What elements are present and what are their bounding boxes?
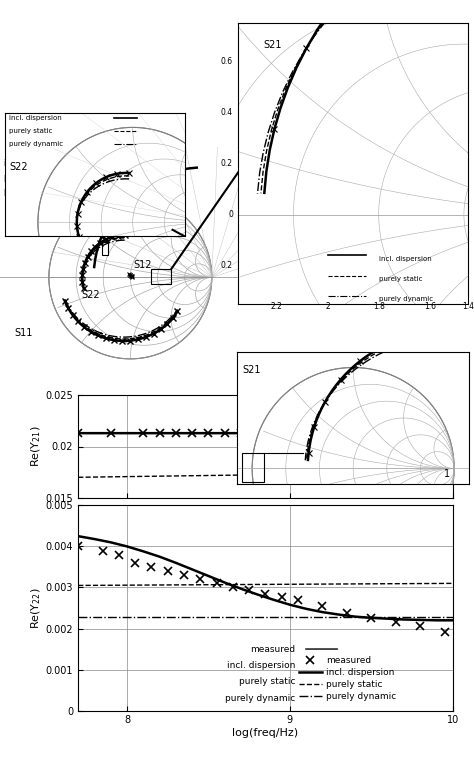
Text: S22: S22: [82, 290, 100, 299]
Bar: [102, 242, 109, 255]
Text: S21: S21: [264, 40, 282, 50]
Text: purely dynamic: purely dynamic: [379, 296, 433, 302]
Text: 1.8: 1.8: [373, 302, 384, 311]
Y-axis label: Re(Y$_{22}$): Re(Y$_{22}$): [29, 587, 43, 629]
Text: 2: 2: [325, 302, 330, 311]
Text: incl. dispersion: incl. dispersion: [9, 115, 62, 121]
Text: 0.6: 0.6: [221, 57, 233, 65]
Text: 0.2: 0.2: [221, 159, 233, 168]
Text: S22: S22: [9, 162, 28, 172]
Text: S12: S12: [134, 260, 152, 270]
Text: purely dynamic: purely dynamic: [9, 141, 64, 147]
Text: 1.4: 1.4: [462, 302, 474, 311]
Text: incl. dispersion: incl. dispersion: [379, 255, 431, 261]
Text: S11: S11: [15, 328, 33, 338]
Text: S21: S21: [242, 365, 261, 375]
Text: 2.2: 2.2: [271, 302, 283, 311]
Text: 1.6: 1.6: [424, 302, 436, 311]
Bar: [151, 269, 171, 284]
Text: measured: measured: [250, 644, 295, 654]
Text: incl. dispersion: incl. dispersion: [4, 160, 62, 168]
Text: purely dynamic: purely dynamic: [225, 694, 295, 703]
X-axis label: log(freq/Hz): log(freq/Hz): [232, 728, 299, 738]
Text: incl. dispersion: incl. dispersion: [227, 661, 295, 670]
Text: purely static: purely static: [239, 677, 295, 686]
Text: 0.2: 0.2: [221, 261, 233, 270]
Text: purely dynamic: purely dynamic: [4, 187, 64, 196]
Text: purely static: purely static: [9, 128, 53, 134]
Legend: measured, incl. dispersion, purely static, purely dynamic: measured, incl. dispersion, purely stati…: [296, 653, 399, 704]
Bar: [242, 454, 264, 482]
Text: 1: 1: [444, 469, 450, 479]
Text: 0: 0: [228, 210, 233, 219]
Y-axis label: Re(Y$_{21}$): Re(Y$_{21}$): [29, 426, 43, 467]
Text: 0.4: 0.4: [221, 108, 233, 117]
Text: purely static: purely static: [379, 276, 422, 282]
Text: purely static: purely static: [4, 173, 52, 182]
